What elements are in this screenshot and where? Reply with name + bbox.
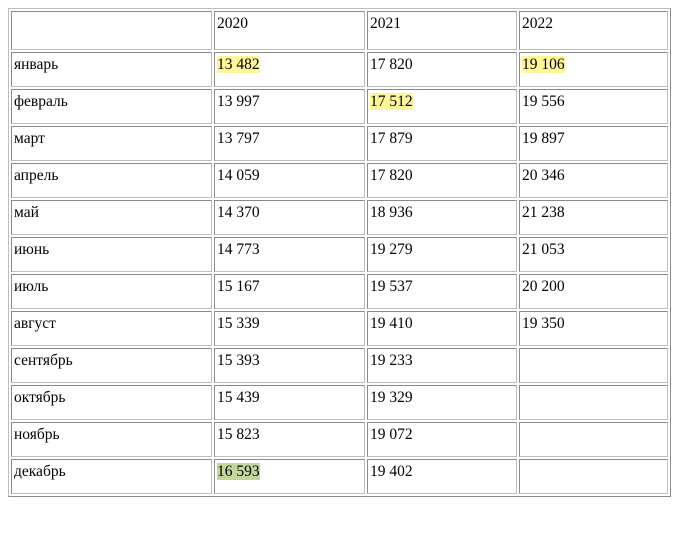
value-cell-2021: 19 402 [367, 459, 517, 494]
table-row: октябрь 15 439 19 329 [11, 385, 668, 420]
table-row: август 15 339 19 410 19 350 [11, 311, 668, 346]
value-cell-2020: 15 823 [214, 422, 365, 457]
value-cell-2021: 19 537 [367, 274, 517, 309]
header-cell-2022: 2022 [519, 11, 668, 50]
highlighted-value: 19 106 [522, 56, 565, 73]
table-row: июль 15 167 19 537 20 200 [11, 274, 668, 309]
value-cell-2020: 15 393 [214, 348, 365, 383]
month-cell: август [11, 311, 212, 346]
table-row: сентябрь 15 393 19 233 [11, 348, 668, 383]
value-cell-2021: 19 233 [367, 348, 517, 383]
value-cell-2020: 14 059 [214, 163, 365, 198]
value-cell-2022: 19 556 [519, 89, 668, 124]
month-cell: март [11, 126, 212, 161]
value-cell-2022 [519, 385, 668, 420]
month-cell: январь [11, 52, 212, 87]
highlighted-value: 17 512 [370, 93, 413, 110]
header-cell-2021: 2021 [367, 11, 517, 50]
value-cell-2020: 15 167 [214, 274, 365, 309]
table-header-row: 2020 2021 2022 [11, 11, 668, 50]
value-cell-2020: 13 797 [214, 126, 365, 161]
value-cell-2021: 19 410 [367, 311, 517, 346]
value-cell-2020: 16 593 [214, 459, 365, 494]
table-row: апрель 14 059 17 820 20 346 [11, 163, 668, 198]
table-row: февраль 13 997 17 512 19 556 [11, 89, 668, 124]
table-row: ноябрь 15 823 19 072 [11, 422, 668, 457]
value-cell-2022: 21 053 [519, 237, 668, 272]
value-cell-2022: 19 350 [519, 311, 668, 346]
month-cell: февраль [11, 89, 212, 124]
value-cell-2022 [519, 459, 668, 494]
table-row: январь 13 482 17 820 19 106 [11, 52, 668, 87]
value-cell-2022: 19 897 [519, 126, 668, 161]
value-cell-2021: 18 936 [367, 200, 517, 235]
value-cell-2022: 21 238 [519, 200, 668, 235]
month-cell: ноябрь [11, 422, 212, 457]
table-row: июнь 14 773 19 279 21 053 [11, 237, 668, 272]
month-cell: декабрь [11, 459, 212, 494]
header-cell-2020: 2020 [214, 11, 365, 50]
value-cell-2022 [519, 348, 668, 383]
data-table-container: 2020 2021 2022 январь 13 482 17 820 19 1… [8, 8, 671, 497]
monthly-values-table: 2020 2021 2022 январь 13 482 17 820 19 1… [8, 8, 671, 497]
header-cell-empty [11, 11, 212, 50]
value-cell-2020: 13 482 [214, 52, 365, 87]
month-cell: сентябрь [11, 348, 212, 383]
month-cell: октябрь [11, 385, 212, 420]
value-cell-2022: 20 200 [519, 274, 668, 309]
value-cell-2020: 15 339 [214, 311, 365, 346]
month-cell: июль [11, 274, 212, 309]
value-cell-2021: 19 329 [367, 385, 517, 420]
month-cell: май [11, 200, 212, 235]
value-cell-2022: 19 106 [519, 52, 668, 87]
month-cell: июнь [11, 237, 212, 272]
value-cell-2021: 17 820 [367, 163, 517, 198]
value-cell-2020: 13 997 [214, 89, 365, 124]
value-cell-2020: 15 439 [214, 385, 365, 420]
table-row: декабрь 16 593 19 402 [11, 459, 668, 494]
table-row: март 13 797 17 879 19 897 [11, 126, 668, 161]
value-cell-2022 [519, 422, 668, 457]
value-cell-2022: 20 346 [519, 163, 668, 198]
value-cell-2021: 17 820 [367, 52, 517, 87]
table-row: май 14 370 18 936 21 238 [11, 200, 668, 235]
value-cell-2021: 19 072 [367, 422, 517, 457]
highlighted-value: 13 482 [217, 56, 260, 73]
highlighted-value: 16 593 [217, 463, 260, 480]
value-cell-2021: 17 879 [367, 126, 517, 161]
value-cell-2020: 14 773 [214, 237, 365, 272]
value-cell-2021: 17 512 [367, 89, 517, 124]
value-cell-2021: 19 279 [367, 237, 517, 272]
value-cell-2020: 14 370 [214, 200, 365, 235]
month-cell: апрель [11, 163, 212, 198]
